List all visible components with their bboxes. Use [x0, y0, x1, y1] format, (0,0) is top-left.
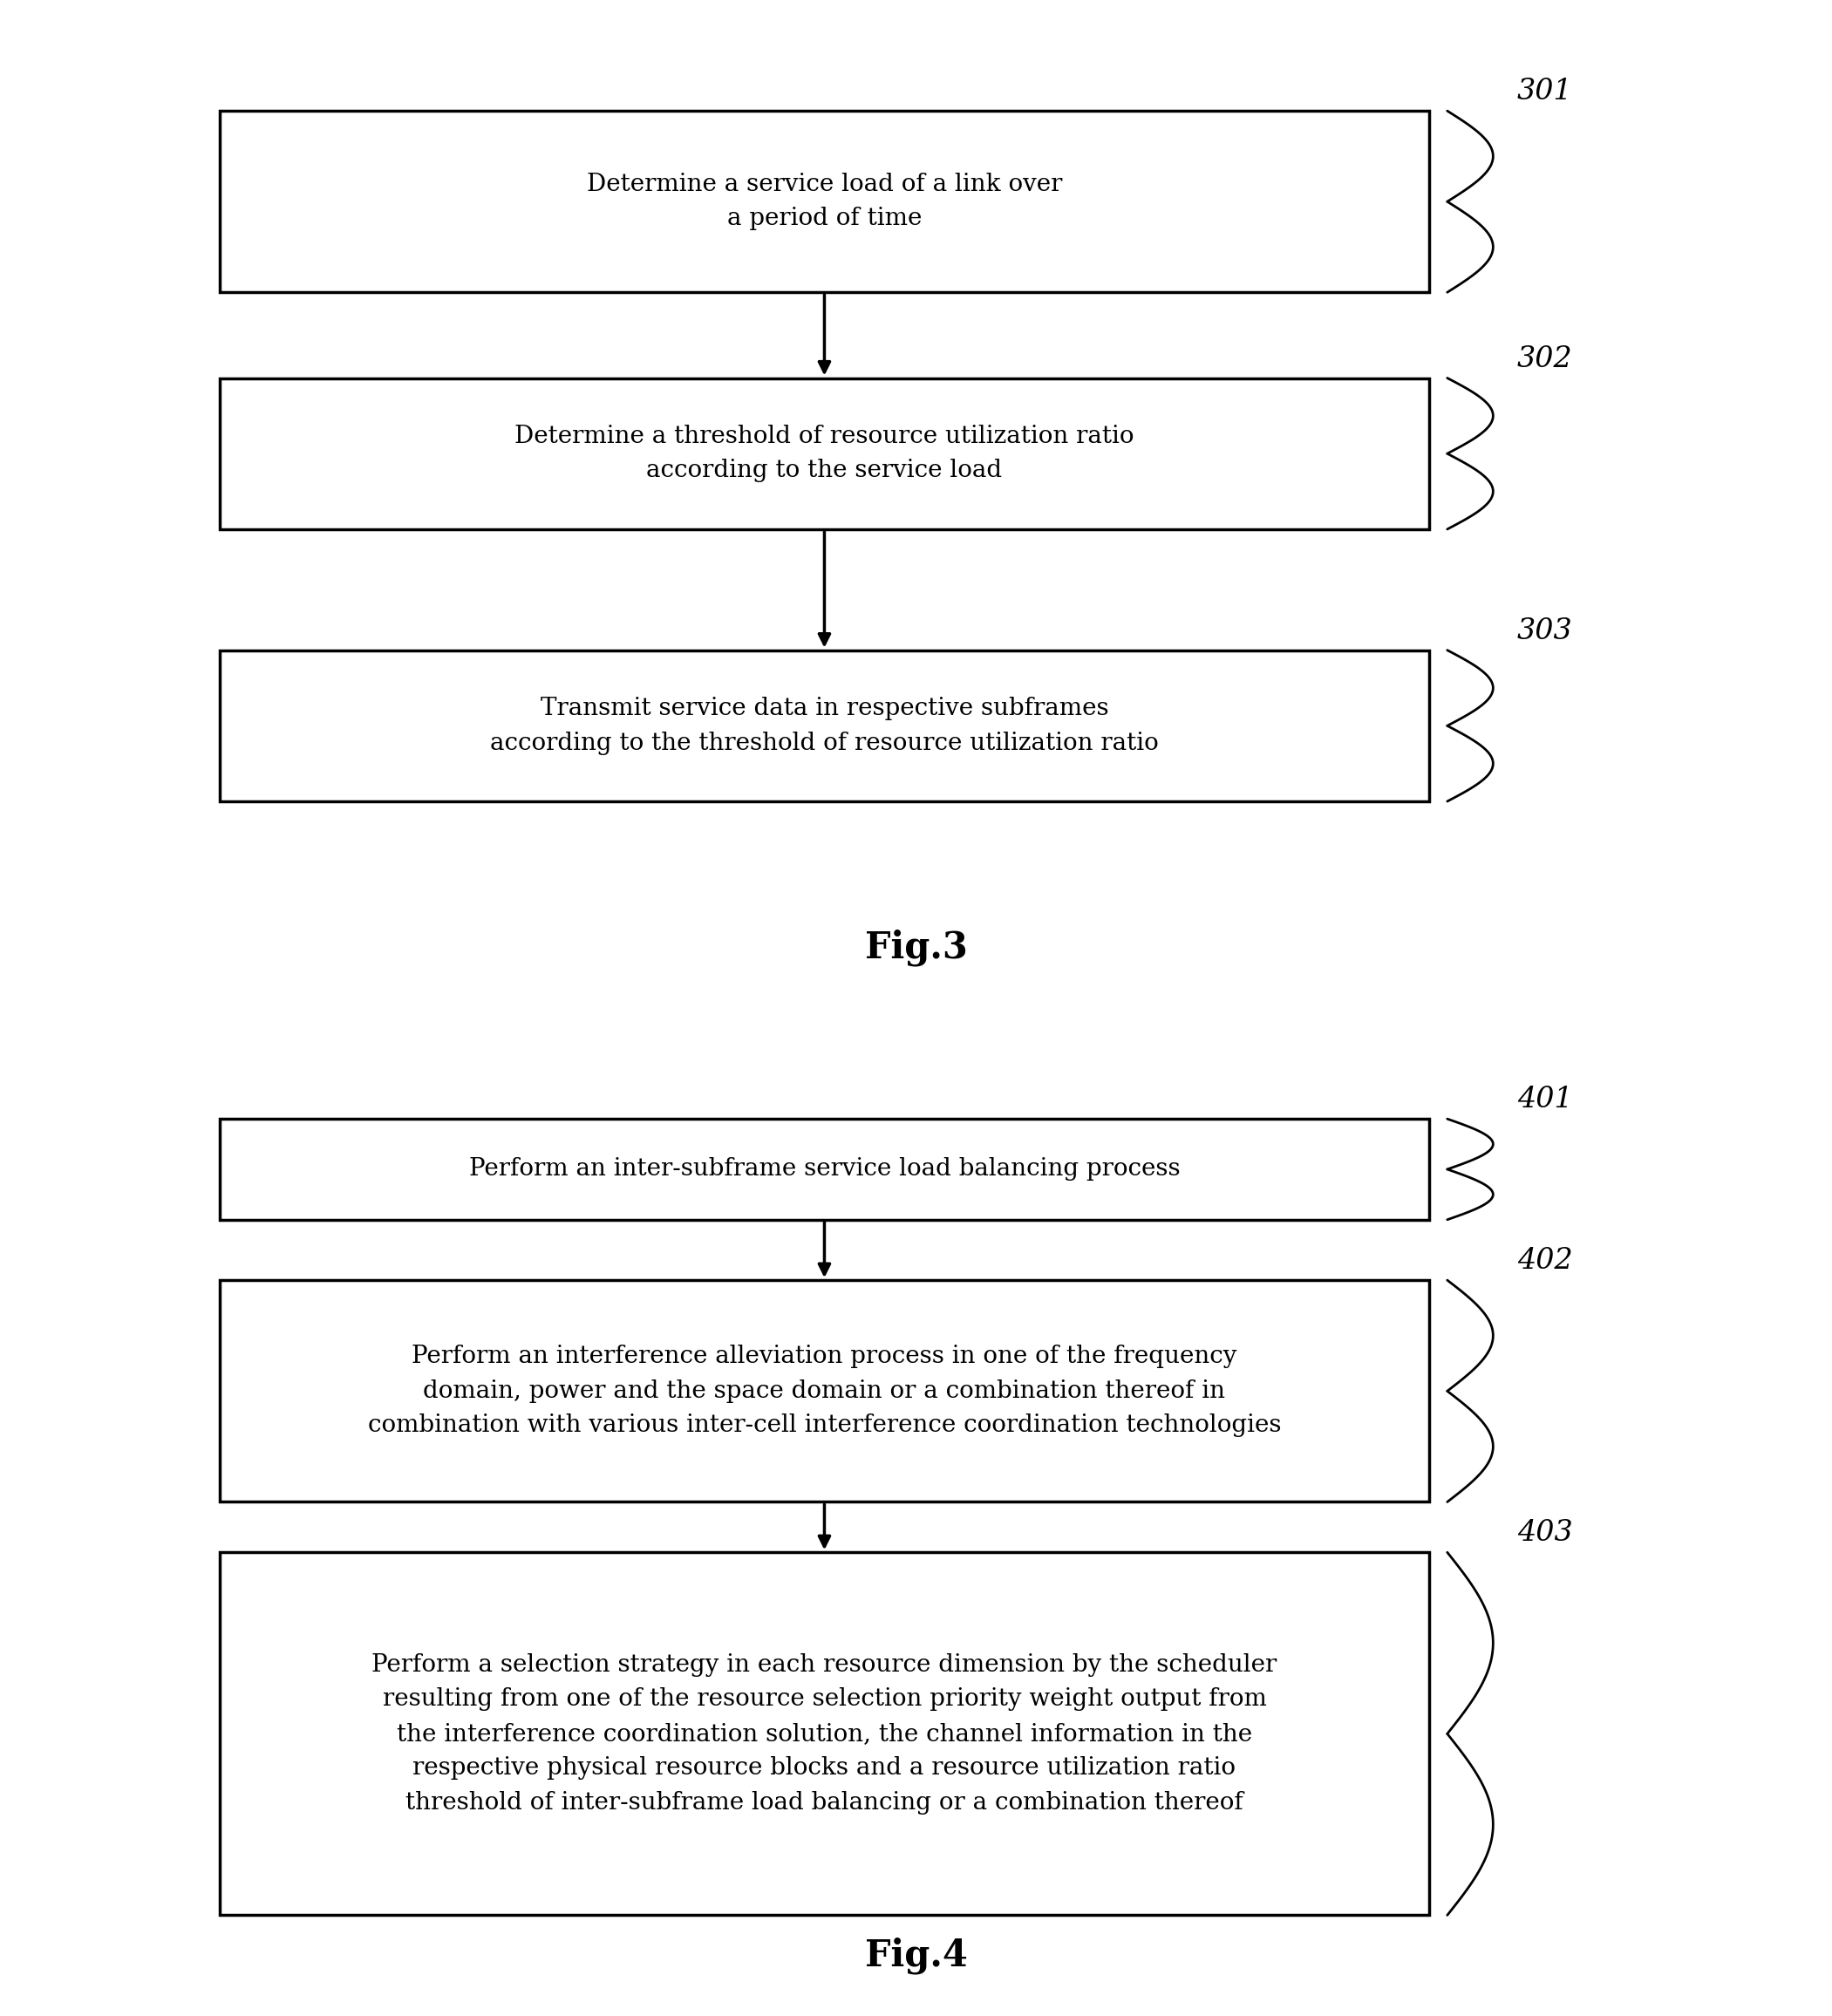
Text: Determine a threshold of resource utilization ratio
according to the service loa: Determine a threshold of resource utiliz… [515, 425, 1134, 482]
FancyBboxPatch shape [220, 1552, 1429, 1915]
Text: 401: 401 [1517, 1087, 1572, 1113]
Text: Fig.3: Fig.3 [865, 929, 967, 966]
Text: 403: 403 [1517, 1520, 1572, 1548]
Text: 302: 302 [1517, 345, 1572, 373]
Text: 303: 303 [1517, 617, 1572, 645]
FancyBboxPatch shape [220, 379, 1429, 530]
Text: Transmit service data in respective subframes
according to the threshold of reso: Transmit service data in respective subf… [491, 698, 1158, 754]
Text: Determine a service load of a link over
a period of time: Determine a service load of a link over … [586, 173, 1063, 230]
FancyBboxPatch shape [220, 1119, 1429, 1220]
Text: Perform an inter-subframe service load balancing process: Perform an inter-subframe service load b… [469, 1157, 1180, 1181]
FancyBboxPatch shape [220, 1280, 1429, 1502]
Text: 402: 402 [1517, 1248, 1572, 1276]
Text: Perform a selection strategy in each resource dimension by the scheduler
resulti: Perform a selection strategy in each res… [372, 1653, 1277, 1814]
Text: Perform an interference alleviation process in one of the frequency
domain, powe: Perform an interference alleviation proc… [368, 1345, 1281, 1437]
FancyBboxPatch shape [220, 649, 1429, 800]
Text: 301: 301 [1517, 79, 1572, 105]
Text: Fig.4: Fig.4 [865, 1937, 967, 1974]
FancyBboxPatch shape [220, 111, 1429, 292]
